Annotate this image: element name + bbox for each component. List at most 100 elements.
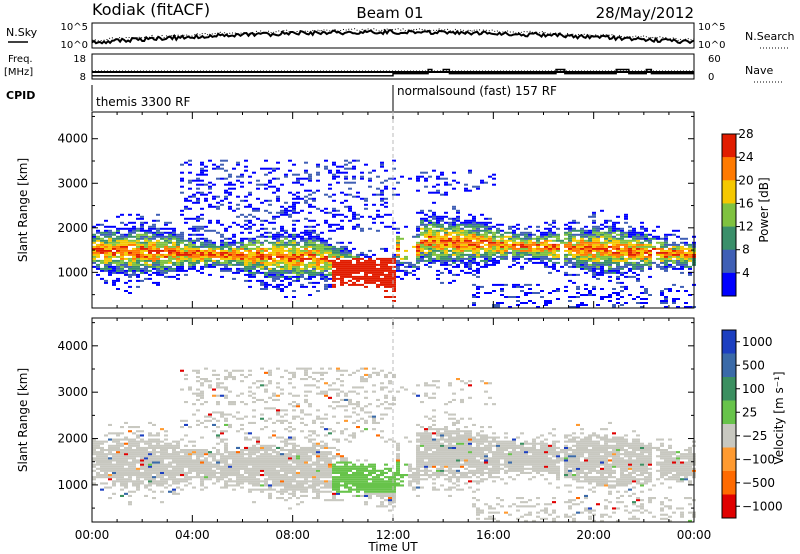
power-cell [548,253,552,256]
power-cell [584,231,588,234]
power-cell [120,247,124,250]
velocity-cell [228,451,232,454]
power-cell [336,209,340,212]
power-cell [612,221,616,224]
velocity-cell [252,480,256,483]
power-cell [132,269,136,272]
power-cell [424,243,428,246]
velocity-cell [320,451,324,454]
power-cell [140,243,144,246]
velocity-cell [152,449,156,452]
power-cell [384,277,388,280]
power-cell [576,306,580,308]
power-cell [276,251,280,254]
velocity-cell [156,461,160,464]
velocity-cell [304,451,308,454]
power-cell [316,189,320,192]
power-cell [148,263,152,266]
velocity-cell [152,451,156,454]
velocity-cell [112,492,116,495]
power-cell [312,249,316,252]
power-cell [472,259,476,262]
velocity-cell [184,457,188,460]
velocity-cell [304,373,308,376]
velocity-cell [196,453,200,456]
velocity-cell [220,476,224,479]
velocity-cell [140,449,144,452]
velocity-cell [228,401,232,404]
velocity-cell [272,449,276,452]
power-cell [220,253,224,256]
velocity-cell [188,463,192,466]
power-cell [580,239,584,242]
power-cell [116,261,120,264]
power-cell [472,257,476,260]
power-cell [384,247,388,250]
power-cell [300,261,304,264]
power-cell [616,237,620,240]
velocity-cell [116,442,120,445]
power-cell [272,251,276,254]
velocity-cell [192,465,196,468]
power-cell [280,290,284,292]
velocity-cell [220,467,224,470]
power-cell [636,241,640,244]
velocity-cell [96,474,100,477]
power-cell [148,251,152,254]
velocity-cell [224,419,228,422]
power-cell [124,271,128,274]
velocity-cell [252,453,256,456]
power-cell [340,171,344,174]
power-cell [388,273,392,276]
power-cell [392,167,396,170]
power-cell [424,253,428,256]
power-cell [612,229,616,232]
power-cell [260,183,264,186]
velocity-cell [312,444,316,447]
power-cell [528,253,532,256]
power-cell [500,233,504,236]
power-cell [436,247,440,250]
velocity-cell [156,446,160,449]
velocity-cell [288,482,292,485]
power-cell [492,183,496,186]
power-cell [624,245,628,248]
power-cell [676,298,680,300]
velocity-cell [180,449,184,452]
power-cell [268,221,272,224]
power-cell [228,243,232,246]
power-cell [476,263,480,266]
power-cell [484,261,488,264]
power-cell [596,225,600,228]
velocity-cell [296,474,300,477]
velocity-cell [312,453,316,456]
power-cell [124,251,128,254]
velocity-cell [196,449,200,452]
velocity-cell [244,476,248,479]
power-cell [288,159,292,162]
power-cell [496,302,500,304]
power-cell [604,269,608,272]
velocity-cell [156,465,160,468]
power-cell [432,217,436,220]
velocity-cell [208,413,212,416]
power-cell [312,219,316,222]
power-cell [476,225,480,228]
power-cell [492,259,496,262]
power-cell [544,261,548,264]
velocity-cell [148,432,152,435]
power-cell [332,269,336,272]
power-cell [636,243,640,246]
power-cell [328,225,332,228]
power-cell [520,237,524,240]
power-cell [260,167,264,170]
velocity-cell [148,457,152,460]
power-cell [228,175,232,178]
velocity-cell [216,478,220,481]
power-cell [276,277,280,280]
power-cell [528,288,532,290]
power-cell [196,183,200,186]
velocity-cell [152,440,156,443]
power-cell [616,215,620,218]
velocity-cell [204,463,208,466]
